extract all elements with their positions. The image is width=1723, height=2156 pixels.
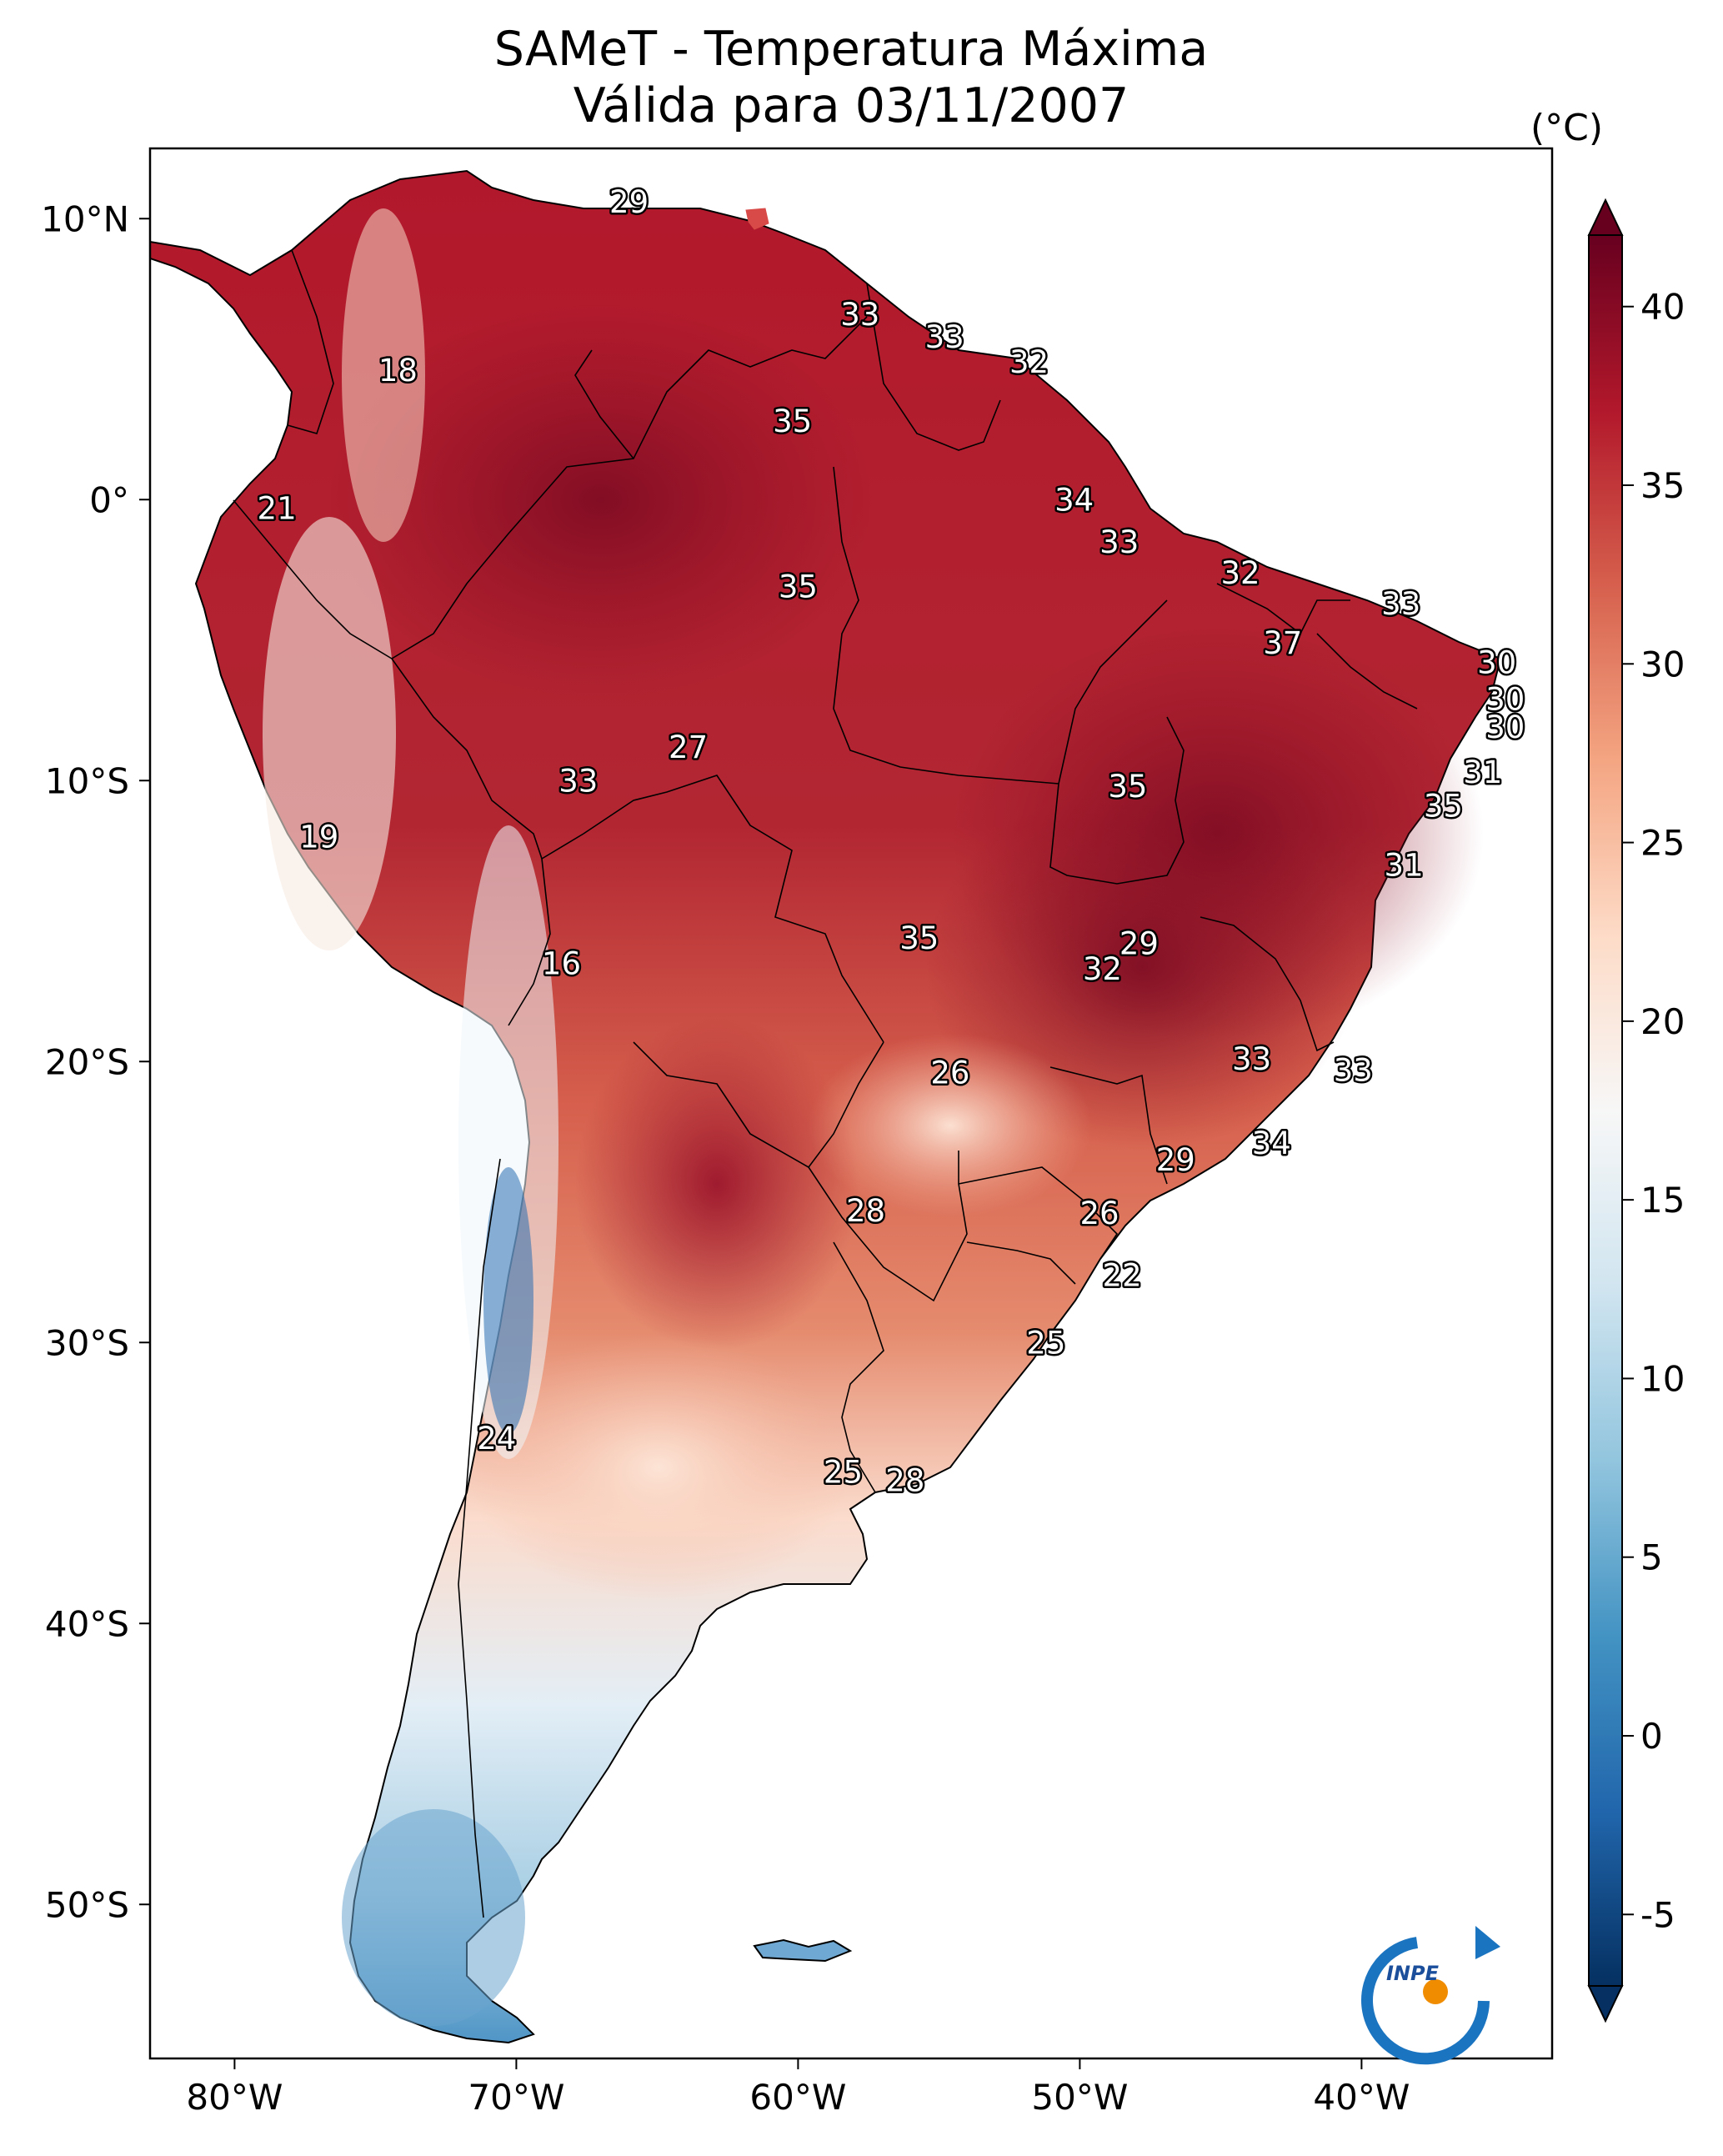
colorbar-tick-label: 10 bbox=[1640, 1358, 1685, 1399]
station-value-label: 16 bbox=[542, 945, 581, 981]
station-value-label: 33 bbox=[1099, 524, 1139, 560]
station-value-label: 19 bbox=[299, 820, 338, 855]
lat-tick-label: 20°S bbox=[45, 1041, 129, 1082]
logo-text: INPE bbox=[1386, 1962, 1440, 1985]
station-value-label: 30 bbox=[1485, 682, 1525, 718]
station-value-label: 25 bbox=[824, 1454, 863, 1490]
colorbar-tick-label: 0 bbox=[1640, 1716, 1663, 1757]
station-value-label: 30 bbox=[1485, 709, 1525, 745]
station-value-label: 26 bbox=[1080, 1196, 1119, 1231]
station-value-label: 35 bbox=[899, 920, 939, 956]
colorbar-tick-label: -5 bbox=[1640, 1894, 1675, 1935]
colorbar-unit: (°C) bbox=[1530, 107, 1604, 149]
lon-tick-label: 60°W bbox=[749, 2077, 846, 2118]
station-value-label: 29 bbox=[1119, 926, 1159, 962]
station-value-label: 33 bbox=[1232, 1041, 1271, 1077]
colorbar-bar bbox=[1588, 234, 1623, 1987]
colorbar-ticks: 40 35 30 25 20 15 10 5 0 -5 bbox=[1622, 287, 1685, 1935]
colorbar-tick-label: 30 bbox=[1640, 644, 1685, 684]
colorbar-tick-label: 5 bbox=[1640, 1537, 1663, 1578]
colorbar-tick-label: 25 bbox=[1640, 823, 1685, 864]
colorbar-max-extension bbox=[1587, 198, 1624, 236]
station-value-label: 26 bbox=[930, 1055, 969, 1091]
station-value-label: 28 bbox=[846, 1193, 885, 1229]
map-frame bbox=[148, 147, 1554, 2060]
station-value-label: 18 bbox=[378, 353, 418, 389]
station-value-label: 31 bbox=[1463, 755, 1502, 790]
colorbar-tick-label: 15 bbox=[1640, 1180, 1685, 1221]
colorbar-min-extension bbox=[1587, 1985, 1624, 2023]
station-value-label: 21 bbox=[258, 490, 297, 526]
temperature-shading bbox=[263, 208, 1484, 2026]
map-title: SAMeT - Temperatura Máxima bbox=[493, 22, 1209, 77]
station-value-label: 30 bbox=[1477, 645, 1516, 681]
station-value-label: 33 bbox=[925, 319, 964, 355]
lat-tick-label: 50°S bbox=[45, 1884, 129, 1925]
station-value-label: 35 bbox=[1108, 769, 1147, 805]
station-value-label: 29 bbox=[609, 184, 649, 220]
logo-arrow-icon bbox=[1475, 1926, 1500, 1959]
lat-tick-label: 10°N bbox=[41, 198, 129, 239]
station-value-label: 37 bbox=[1263, 625, 1302, 661]
colorbar-tick-label: 40 bbox=[1640, 287, 1685, 328]
station-value-label: 24 bbox=[477, 1421, 516, 1457]
trinidad-island bbox=[745, 208, 769, 230]
lon-tick-label: 50°W bbox=[1031, 2077, 1128, 2118]
falkland-islands bbox=[753, 1938, 853, 1963]
station-value-label: 32 bbox=[1083, 951, 1122, 987]
latitude-ticks: 10°N 0° 10°S 20°S 30°S 40°S 50°S bbox=[41, 198, 150, 1925]
station-value-label: 33 bbox=[840, 297, 879, 333]
lon-tick-label: 70°W bbox=[468, 2077, 564, 2118]
lat-tick-label: 10°S bbox=[45, 760, 129, 801]
inpe-logo: INPE bbox=[1361, 1926, 1500, 2065]
station-value-label: 32 bbox=[1009, 344, 1049, 380]
lat-tick-label: 30°S bbox=[45, 1322, 129, 1363]
station-value-label: 33 bbox=[558, 763, 598, 799]
lat-tick-label: 0° bbox=[89, 479, 129, 520]
country-borders bbox=[233, 249, 1418, 1918]
logo-dot-icon bbox=[1423, 1979, 1448, 2004]
colorbar: 40 35 30 25 20 15 10 5 0 -5 bbox=[1587, 198, 1685, 2023]
station-value-label: 29 bbox=[1156, 1142, 1195, 1178]
logo-swoosh bbox=[1361, 1937, 1490, 2065]
station-value-label: 34 bbox=[1252, 1126, 1291, 1161]
station-value-label: 33 bbox=[1334, 1052, 1373, 1088]
station-value-label: 34 bbox=[1054, 482, 1094, 518]
lat-tick-label: 40°S bbox=[45, 1603, 129, 1644]
station-value-label: 32 bbox=[1221, 555, 1260, 591]
map-subtitle: Válida para 03/11/2007 bbox=[573, 78, 1129, 133]
station-value-label: 28 bbox=[885, 1462, 924, 1498]
station-value-label: 35 bbox=[773, 404, 812, 439]
colorbar-tick-label: 20 bbox=[1640, 1001, 1685, 1042]
station-value-label: 35 bbox=[779, 569, 818, 605]
station-value-label: 27 bbox=[669, 730, 708, 765]
station-value-label: 22 bbox=[1103, 1257, 1142, 1293]
station-value-label: 35 bbox=[1424, 789, 1463, 825]
lon-tick-label: 40°W bbox=[1313, 2077, 1410, 2118]
station-value-label: 25 bbox=[1026, 1325, 1065, 1361]
lon-tick-label: 80°W bbox=[186, 2077, 283, 2118]
station-value-label: 33 bbox=[1381, 586, 1420, 622]
longitude-ticks: 80°W 70°W 60°W 50°W 40°W bbox=[186, 2058, 1410, 2118]
station-value-label: 31 bbox=[1385, 847, 1424, 883]
colorbar-tick-label: 35 bbox=[1640, 465, 1685, 506]
